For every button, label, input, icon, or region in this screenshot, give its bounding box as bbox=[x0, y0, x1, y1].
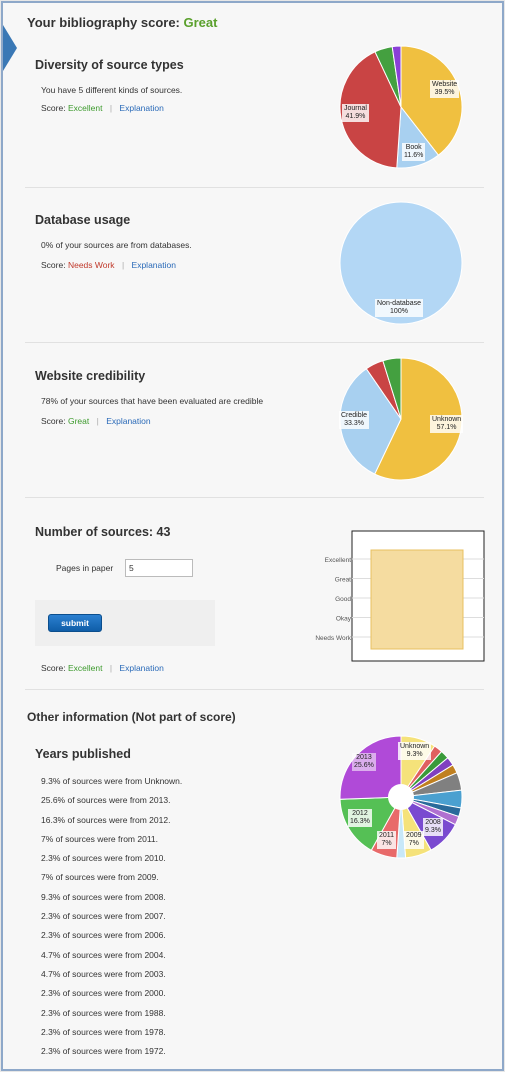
bibliography-score-title: Your bibliography score: Great bbox=[27, 15, 217, 30]
bar-tick-label: Great bbox=[335, 577, 351, 584]
diversity-explanation-link[interactable]: Explanation bbox=[119, 103, 164, 113]
pie-label-unknown: Unknown 57.1% bbox=[430, 415, 464, 433]
score-separator: | bbox=[109, 103, 113, 113]
year-list-item: 9.3% of sources were from 2008. bbox=[41, 891, 166, 902]
database-title: Database usage bbox=[35, 213, 131, 227]
pages-label: Pages in paper bbox=[56, 563, 114, 573]
diversity-pie-chart bbox=[339, 45, 463, 169]
other-info-title: Other information (Not part of score) bbox=[27, 710, 236, 724]
year-list-item: 2.3% of sources were from 2007. bbox=[41, 911, 166, 922]
pie-label-year-2013: 2013 25.6% bbox=[352, 753, 376, 771]
diversity-slice-2 bbox=[339, 51, 402, 169]
credibility-score-label: Score: bbox=[41, 416, 66, 426]
pie-label-year-2009: 2009 7% bbox=[404, 831, 424, 849]
pie-label-website: Website 39.5% bbox=[430, 80, 460, 98]
diversity-description: You have 5 different kinds of sources. bbox=[41, 85, 183, 95]
database-score: Score: Needs Work | Explanation bbox=[41, 260, 176, 270]
year-list-item: 7% of sources were from 2011. bbox=[41, 833, 159, 844]
bar-level bbox=[370, 549, 464, 650]
score-separator: | bbox=[109, 663, 113, 673]
bar-tick-label: Okay bbox=[336, 616, 352, 623]
years-donut-hole bbox=[388, 784, 414, 810]
credibility-description: 78% of your sources that have been evalu… bbox=[41, 396, 264, 406]
submit-button[interactable]: submit bbox=[48, 614, 102, 632]
pie-label-book: Book 11.6% bbox=[402, 143, 426, 161]
year-list-item: 4.7% of sources were from 2003. bbox=[41, 968, 166, 979]
year-list-item: 25.6% of sources were from 2013. bbox=[41, 795, 171, 806]
sources-score-label: Score: bbox=[41, 663, 66, 673]
section-divider bbox=[25, 497, 484, 498]
diversity-score: Score: Excellent | Explanation bbox=[41, 103, 164, 113]
year-list-item: 2.3% of sources were from 2006. bbox=[41, 930, 166, 941]
pie-label-year-unknown: Unknown 9.3% bbox=[398, 742, 432, 760]
year-list-item: 16.3% of sources were from 2012. bbox=[41, 814, 171, 825]
years-published-title: Years published bbox=[35, 747, 131, 761]
diversity-slice-4 bbox=[391, 45, 402, 108]
database-slice-0 bbox=[339, 201, 463, 325]
credibility-explanation-link[interactable]: Explanation bbox=[106, 416, 151, 426]
year-list-item: 2.3% of sources were from 2000. bbox=[41, 988, 166, 999]
sources-title: Number of sources: 43 bbox=[35, 525, 171, 539]
database-pie-chart bbox=[339, 201, 463, 325]
database-score-label: Score: bbox=[41, 260, 66, 270]
year-list-item: 9.3% of sources were from Unknown. bbox=[41, 776, 183, 786]
years-list: 9.3% of sources were from Unknown. 25.6% … bbox=[41, 775, 182, 1064]
credibility-score-value: Great bbox=[67, 416, 90, 426]
pie-label-year-2012: 2012 16.3% bbox=[348, 809, 372, 827]
sources-score-value: Excellent bbox=[67, 663, 103, 673]
pie-label-credible: Credible 33.3% bbox=[339, 411, 370, 429]
year-list-item: 7% of sources were from 2009. bbox=[41, 872, 159, 883]
section-divider bbox=[25, 689, 484, 690]
panel-arrow-icon bbox=[3, 25, 17, 71]
pie-label-year-2008: 2008 9.3% bbox=[423, 818, 443, 836]
diversity-score-label: Score: bbox=[41, 103, 66, 113]
pie-label-year-2011: 2011 7% bbox=[377, 831, 397, 849]
score-title-prefix: Your bibliography score: bbox=[27, 15, 180, 30]
pie-label-nondatabase: Non-database 100% bbox=[375, 299, 423, 317]
year-list-item: 2.3% of sources were from 1978. bbox=[41, 1026, 166, 1037]
sources-explanation-link[interactable]: Explanation bbox=[119, 663, 164, 673]
bar-tick-label: Excellent bbox=[325, 557, 352, 564]
credibility-title: Website credibility bbox=[35, 369, 146, 383]
section-divider bbox=[25, 187, 484, 188]
pages-input[interactable] bbox=[125, 559, 193, 577]
year-list-item: 4.7% of sources were from 2004. bbox=[41, 949, 166, 960]
sources-level-chart: Excellent Great Good Okay Needs Work bbox=[315, 530, 485, 662]
database-description: 0% of your sources are from databases. bbox=[41, 240, 192, 250]
credibility-pie-chart bbox=[339, 357, 463, 481]
bar-tick-label: Good bbox=[335, 596, 351, 603]
bar-tick-label: Needs Work bbox=[315, 635, 351, 642]
pie-label-journal: Journal 41.9% bbox=[342, 104, 369, 122]
score-separator: | bbox=[121, 260, 125, 270]
database-explanation-link[interactable]: Explanation bbox=[131, 260, 176, 270]
diversity-score-value: Excellent bbox=[67, 103, 103, 113]
credibility-slice-3 bbox=[382, 357, 402, 420]
diversity-title: Diversity of source types bbox=[35, 58, 184, 72]
score-title-value: Great bbox=[183, 15, 218, 30]
score-separator: | bbox=[96, 416, 99, 426]
section-divider bbox=[25, 342, 484, 343]
year-list-item: 2.3% of sources were from 1988. bbox=[41, 1007, 166, 1018]
year-list-item: 2.3% of sources were from 2010. bbox=[41, 853, 166, 864]
year-list-item: 2.3% of sources were from 1972. bbox=[41, 1046, 166, 1057]
credibility-score: Score: Great | Explanation bbox=[41, 416, 151, 426]
database-score-value: Needs Work bbox=[67, 260, 115, 270]
submit-panel: submit bbox=[35, 600, 215, 646]
sources-score: Score: Excellent | Explanation bbox=[41, 663, 164, 673]
